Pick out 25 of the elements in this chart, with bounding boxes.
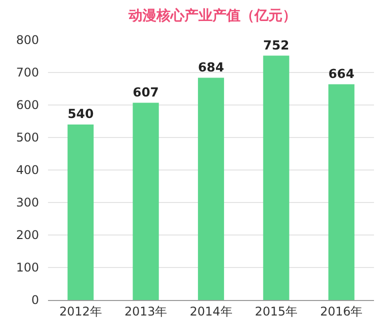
bar xyxy=(263,56,290,300)
bar xyxy=(198,78,224,300)
y-tick-label: 100 xyxy=(16,260,39,275)
y-tick-label: 200 xyxy=(16,228,39,242)
x-tick-label: 2015年 xyxy=(254,304,298,318)
y-tick-label: 500 xyxy=(16,130,39,145)
y-tick-label: 600 xyxy=(16,98,39,112)
y-tick-label: 300 xyxy=(16,196,39,210)
data-label: 664 xyxy=(328,66,355,81)
x-tick-label: 2016年 xyxy=(320,304,363,318)
bar xyxy=(132,102,159,300)
y-tick-label: 800 xyxy=(16,33,39,48)
y-tick-label: 700 xyxy=(16,66,39,80)
y-tick-label: 0 xyxy=(31,293,39,308)
data-label: 684 xyxy=(198,59,224,74)
data-label: 607 xyxy=(132,84,159,100)
x-tick-label: 2014年 xyxy=(190,304,232,318)
bar xyxy=(328,84,354,300)
x-tick-label: 2012年 xyxy=(59,304,102,318)
data-label: 540 xyxy=(68,106,94,122)
bar xyxy=(68,124,94,300)
x-tick-label: 2013年 xyxy=(124,304,168,318)
y-tick-label: 400 xyxy=(16,163,39,178)
chart-title: 动漫核心产业产值（亿元） xyxy=(127,6,296,24)
data-label: 752 xyxy=(263,37,290,52)
